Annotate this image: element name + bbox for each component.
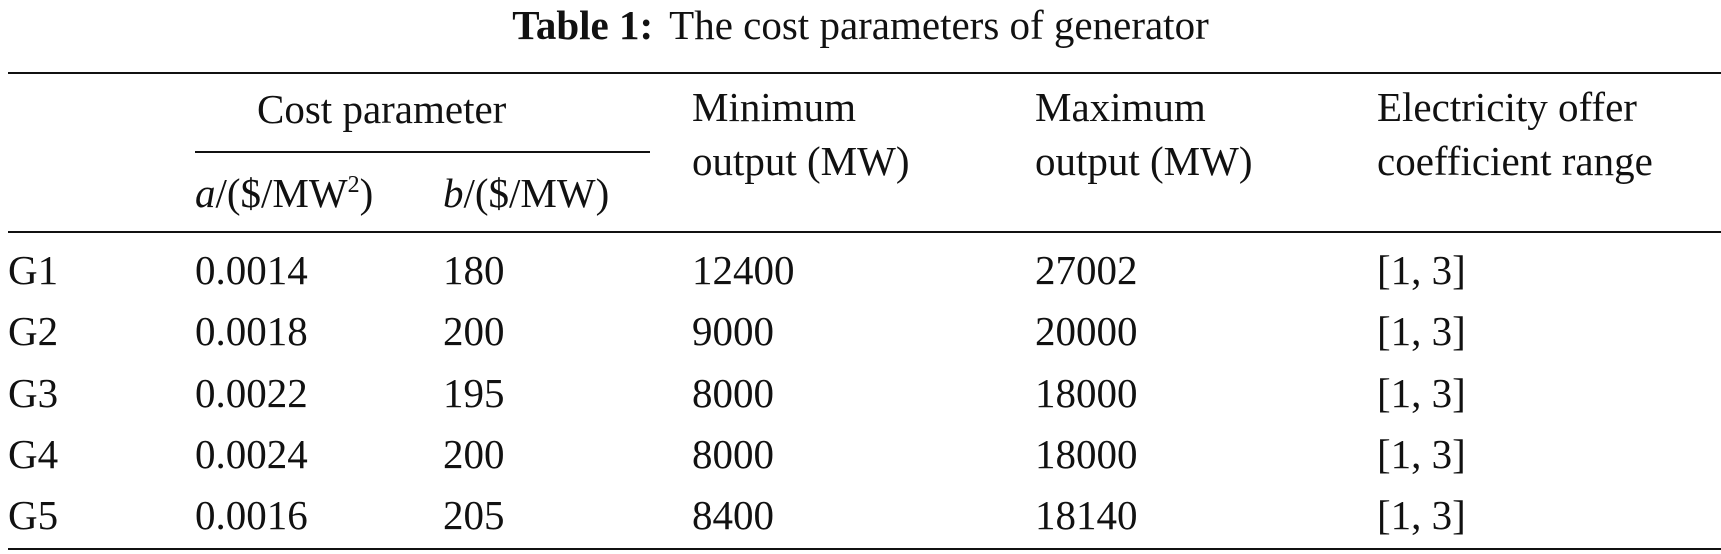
cell-min-output: 8000: [692, 431, 774, 477]
cell-generator: G5: [8, 492, 59, 538]
cell-min-output: 8400: [692, 492, 774, 538]
cell-b: 200: [443, 308, 505, 354]
table-top-rule: [8, 72, 1721, 74]
header-b-unit: b/($/MW): [443, 168, 609, 218]
cell-b: 195: [443, 370, 505, 416]
header-offer-line1: Electricity offer: [1377, 84, 1637, 130]
header-b-symbol: b: [443, 170, 464, 216]
cell-offer-range: [1, 3]: [1377, 308, 1466, 354]
cell-max-output: 27002: [1035, 247, 1138, 293]
cell-offer-range: [1, 3]: [1377, 492, 1466, 538]
header-max-output-line1: Maximum: [1035, 84, 1206, 130]
cell-b: 180: [443, 247, 505, 293]
table-title: The cost parameters of generator: [669, 2, 1209, 48]
cell-max-output: 20000: [1035, 308, 1138, 354]
cell-b: 205: [443, 492, 505, 538]
cell-generator: G1: [8, 247, 59, 293]
cell-generator: G2: [8, 308, 59, 354]
header-a-unit-sup: 2: [347, 172, 360, 198]
cell-offer-range: [1, 3]: [1377, 431, 1466, 477]
table-header-rule: [8, 231, 1721, 233]
cell-offer-range: [1, 3]: [1377, 370, 1466, 416]
cell-b: 200: [443, 431, 505, 477]
header-min-output-line2: output (MW): [692, 138, 910, 184]
cell-a: 0.0018: [195, 308, 308, 354]
cell-min-output: 12400: [692, 247, 795, 293]
cell-max-output: 18000: [1035, 431, 1138, 477]
header-b-unit-text: /($/MW): [463, 170, 610, 216]
header-a-unit: a/($/MW2): [195, 168, 373, 218]
header-offer-line2: coefficient range: [1377, 138, 1653, 184]
cell-a: 0.0024: [195, 431, 308, 477]
cell-a: 0.0014: [195, 247, 308, 293]
cell-min-output: 8000: [692, 370, 774, 416]
cell-a: 0.0016: [195, 492, 308, 538]
table-bottom-rule: [8, 548, 1721, 550]
cell-generator: G3: [8, 370, 59, 416]
header-max-output-line2: output (MW): [1035, 138, 1253, 184]
cell-max-output: 18140: [1035, 492, 1138, 538]
cell-a: 0.0022: [195, 370, 308, 416]
cost-parameter-rule: [195, 151, 650, 153]
header-min-output-line1: Minimum: [692, 84, 857, 130]
table-caption: Table 1: The cost parameters of generator: [0, 0, 1721, 58]
cell-generator: G4: [8, 431, 59, 477]
cell-max-output: 18000: [1035, 370, 1138, 416]
header-cost-parameter: Cost parameter: [257, 86, 507, 132]
header-a-symbol: a: [195, 170, 216, 216]
table-label: Table 1:: [512, 2, 654, 48]
header-a-unit-pre: /($/MW: [215, 170, 348, 216]
cell-min-output: 9000: [692, 308, 774, 354]
cell-offer-range: [1, 3]: [1377, 247, 1466, 293]
header-a-unit-post: ): [359, 170, 374, 216]
